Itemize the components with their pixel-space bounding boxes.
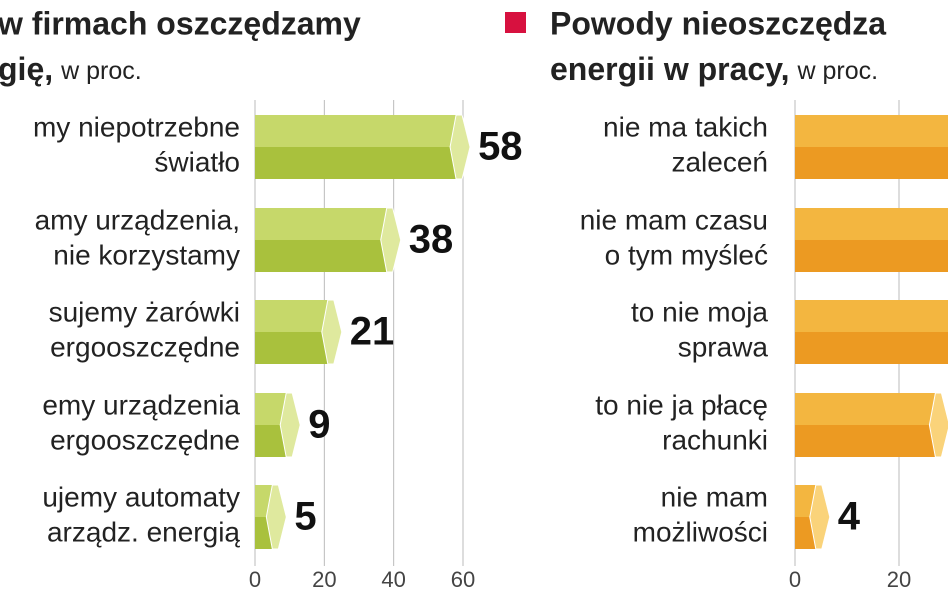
- unit: w proc.: [60, 57, 142, 85]
- x-tick-label: 20: [312, 567, 336, 592]
- value-label: 5: [294, 495, 316, 539]
- bar-cap: [809, 484, 831, 550]
- category-label: możliwości: [633, 516, 768, 547]
- bar-cap: [380, 207, 402, 273]
- category-label: emy urządzenia: [42, 389, 240, 420]
- chart-title: energii w pracy, w proc.: [550, 51, 878, 87]
- value-label: 9: [308, 403, 330, 447]
- bar-cap: [265, 484, 287, 550]
- category-label: arządz. energią: [47, 516, 240, 547]
- bar-cap: [279, 392, 301, 458]
- category-label: my niepotrzebne: [33, 111, 240, 142]
- category-label: światło: [154, 146, 240, 177]
- category-label: rachunki: [662, 424, 768, 455]
- title-line: gię,: [0, 51, 53, 87]
- value-label: 4: [838, 495, 861, 539]
- bar: [795, 208, 948, 272]
- x-tick-label: 40: [381, 567, 405, 592]
- category-label: ujemy automaty: [42, 481, 240, 512]
- x-tick-label: 0: [249, 567, 261, 592]
- category-label: sprawa: [678, 331, 769, 362]
- bar: [795, 115, 948, 179]
- value-label: 38: [409, 218, 454, 262]
- chart-title: w firmach oszczędzamy: [0, 5, 361, 41]
- category-label: zaleceń: [671, 146, 768, 177]
- bar: [255, 115, 457, 179]
- unit: w proc.: [797, 57, 879, 85]
- bar: [795, 485, 816, 549]
- legend-marker: [505, 12, 526, 33]
- bar-cap: [928, 392, 948, 458]
- category-label: to nie moja: [631, 296, 768, 327]
- category-label: sujemy żarówki: [49, 296, 240, 327]
- value-label: 58: [478, 125, 522, 169]
- x-tick-label: 0: [789, 567, 801, 592]
- x-tick-label: 60: [451, 567, 475, 592]
- category-label: nie ma takich: [603, 111, 768, 142]
- bar: [255, 300, 328, 364]
- bar: [795, 393, 936, 457]
- category-label: amy urządzenia,: [35, 204, 240, 235]
- category-label: o tym myśleć: [605, 239, 768, 270]
- chart-title: Powody nieoszczędza: [550, 5, 886, 41]
- category-label: ergooszczędne: [50, 424, 240, 455]
- chart-title: gię, w proc.: [0, 51, 142, 87]
- value-label: 21: [350, 310, 395, 354]
- category-label: nie korzystamy: [53, 239, 240, 270]
- bar: [255, 485, 273, 549]
- category-label: nie mam: [661, 481, 768, 512]
- bar-cap: [449, 114, 471, 180]
- bar-cap: [321, 299, 343, 365]
- category-label: nie mam czasu: [580, 204, 768, 235]
- category-label: to nie ja płacę: [595, 389, 768, 420]
- title-line: energii w pracy,: [550, 51, 790, 87]
- category-label: ergooszczędne: [50, 331, 240, 362]
- bar: [255, 208, 387, 272]
- x-tick-label: 20: [887, 567, 911, 592]
- bar: [795, 300, 948, 364]
